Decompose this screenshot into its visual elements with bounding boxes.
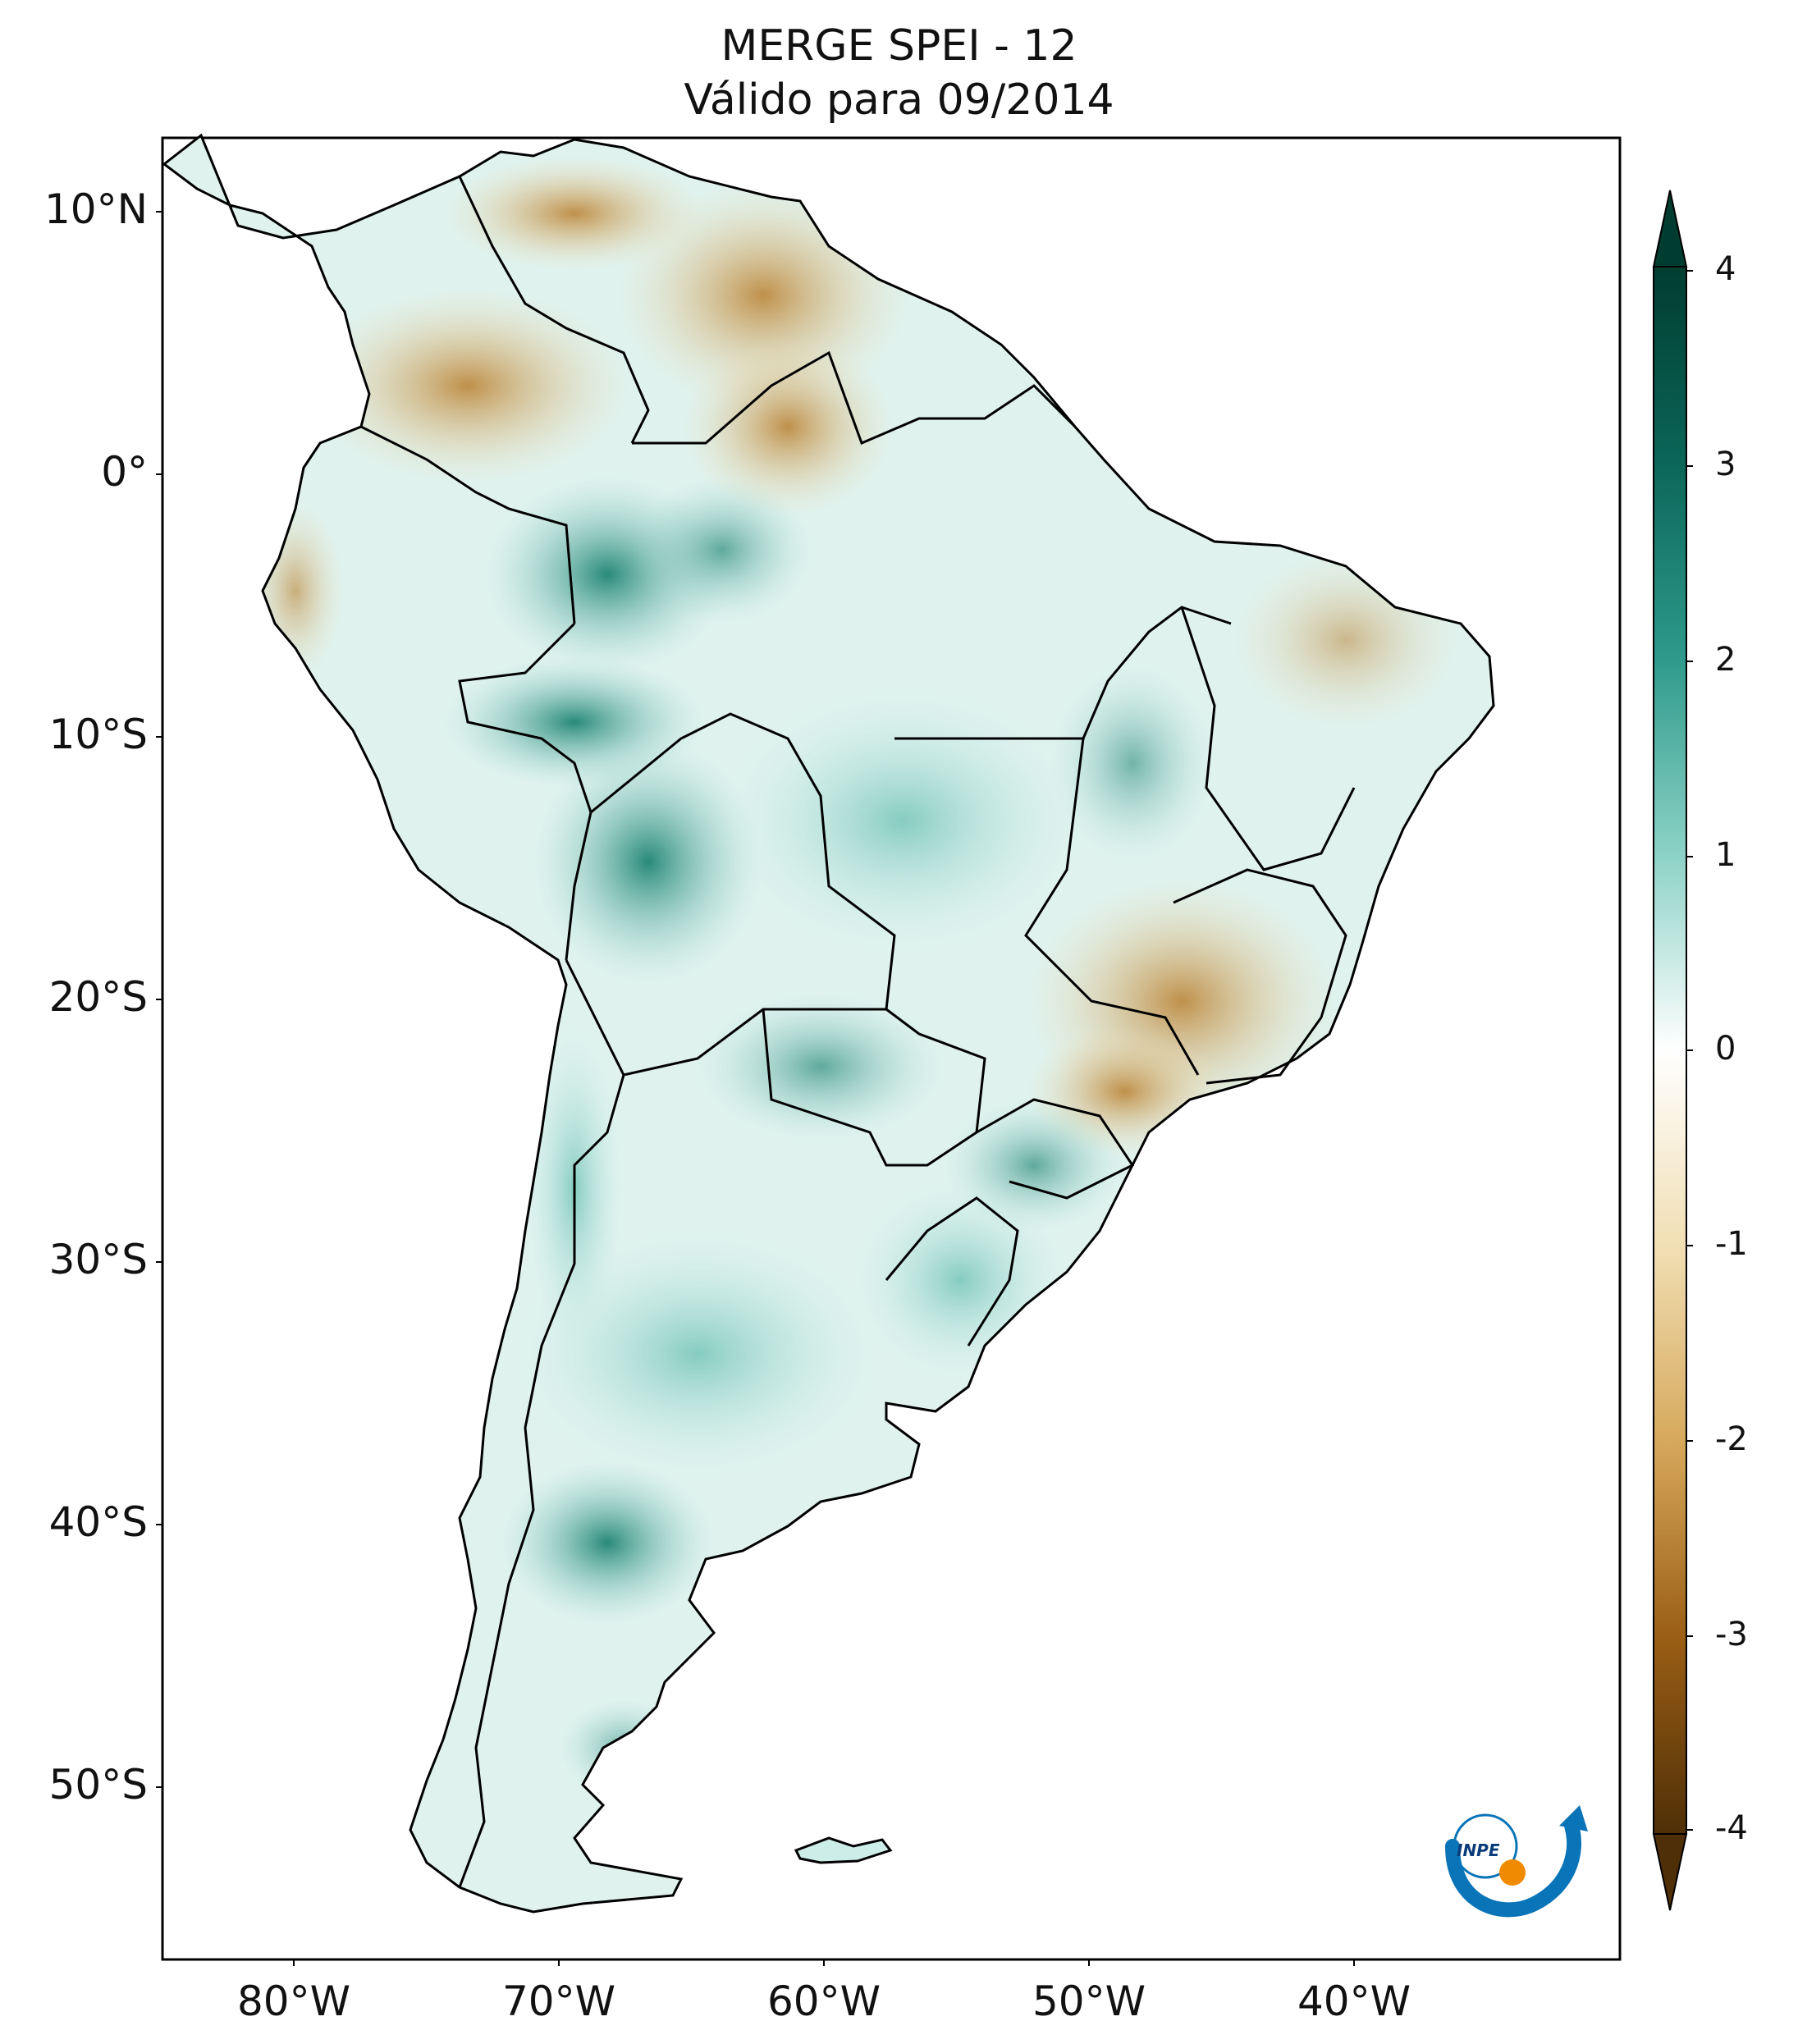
inpe-logo-arrow bbox=[1559, 1805, 1588, 1831]
border-brazil-states-mg bbox=[1173, 868, 1347, 1085]
border-brazil-states-central bbox=[894, 606, 1232, 740]
lat-label-50s: 50°S bbox=[48, 1761, 148, 1809]
inpe-logo: INPE bbox=[1445, 1805, 1588, 1918]
wet-anomaly-mato-grosso bbox=[722, 689, 1083, 952]
dry-anomaly-caribbean bbox=[443, 156, 706, 271]
country-borders bbox=[360, 176, 1356, 1888]
wet-anomaly-amazon-central bbox=[632, 476, 812, 624]
colorbar-extend-bottom bbox=[1652, 1833, 1688, 1911]
colorbar-label-4: 4 bbox=[1715, 250, 1736, 288]
colorbar-label-3: 3 bbox=[1715, 446, 1736, 483]
inpe-logo-swoosh bbox=[1445, 1818, 1581, 1918]
lat-label-0: 0° bbox=[101, 448, 148, 496]
colorbar-extend-top bbox=[1652, 190, 1688, 268]
border-brazil-states-south bbox=[976, 1098, 1135, 1200]
colorbar-label-m3: -3 bbox=[1715, 1616, 1748, 1653]
wet-anomaly-paraguay bbox=[698, 993, 944, 1141]
dry-anomaly-roraima bbox=[681, 336, 894, 517]
border-colombia-peru bbox=[360, 425, 576, 624]
colorbar-label-0: 0 bbox=[1715, 1030, 1736, 1068]
map-title: MERGE SPEI - 12 bbox=[721, 21, 1077, 71]
wet-anomaly-patagonia bbox=[501, 1461, 714, 1625]
lon-label-60w: 60°W bbox=[766, 1978, 881, 2025]
colorbar-label-m4: -4 bbox=[1715, 1809, 1748, 1847]
colorbar-label-m1: -1 bbox=[1715, 1225, 1748, 1263]
lat-label-10n: 10°N bbox=[43, 185, 148, 233]
inpe-logo-sun bbox=[1499, 1859, 1526, 1886]
border-bolivia-south bbox=[565, 959, 829, 1077]
lat-label-40s: 40°S bbox=[48, 1498, 148, 1546]
wet-anomaly-tocantins bbox=[1050, 665, 1215, 862]
lat-label-30s: 30°S bbox=[48, 1236, 148, 1283]
colorbar-body bbox=[1653, 266, 1687, 1835]
border-argentina-uruguay bbox=[885, 1196, 1019, 1347]
border-bolivia-brazil bbox=[590, 712, 896, 1011]
lat-label-20s: 20°S bbox=[48, 973, 148, 1021]
border-brazil-north bbox=[632, 350, 1077, 446]
border-peru-brazil bbox=[458, 622, 592, 961]
lon-label-80w: 80°W bbox=[236, 1978, 351, 2025]
falkland-islands bbox=[794, 1836, 893, 1864]
colorbar-label-2: 2 bbox=[1715, 641, 1736, 679]
axis-ticks bbox=[156, 211, 1355, 1966]
colorbar-label-m2: -2 bbox=[1715, 1420, 1748, 1458]
border-brazil-states-ne bbox=[1180, 606, 1356, 871]
lat-label-10s: 10°S bbox=[48, 711, 148, 758]
colorbar bbox=[1652, 190, 1693, 1911]
lon-label-40w: 40°W bbox=[1297, 1978, 1411, 2025]
inpe-logo-text: INPE bbox=[1457, 1841, 1500, 1860]
colorbar-label-1: 1 bbox=[1715, 836, 1736, 874]
wet-anomaly-bolivia bbox=[533, 738, 763, 985]
border-chile-argentina bbox=[458, 1074, 625, 1888]
inpe-logo-orbit bbox=[1453, 1813, 1518, 1879]
border-paraguay bbox=[762, 1008, 986, 1167]
lon-label-50w: 50°W bbox=[1032, 1978, 1146, 2025]
map-subtitle: Válido para 09/2014 bbox=[684, 75, 1114, 125]
border-brazil-states-east bbox=[1024, 738, 1200, 1076]
dry-anomaly-colombia bbox=[304, 287, 632, 484]
lon-label-70w: 70°W bbox=[501, 1978, 616, 2025]
border-colombia-venezuela bbox=[458, 176, 650, 444]
